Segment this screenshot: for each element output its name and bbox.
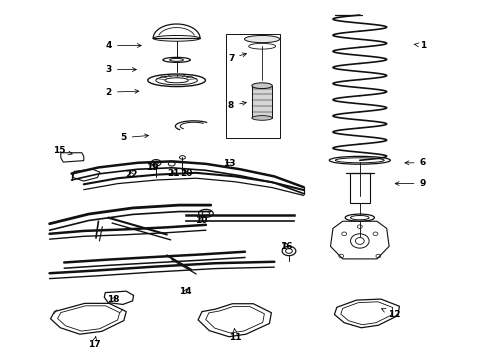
Text: 17: 17 bbox=[88, 337, 100, 349]
Text: 11: 11 bbox=[229, 329, 242, 342]
Text: 9: 9 bbox=[395, 179, 426, 188]
Bar bbox=[252, 86, 272, 118]
Text: 7: 7 bbox=[228, 53, 246, 63]
Text: 12: 12 bbox=[382, 309, 400, 319]
Text: 14: 14 bbox=[179, 287, 192, 296]
Text: 2: 2 bbox=[106, 87, 139, 96]
Text: 1: 1 bbox=[414, 41, 426, 50]
Ellipse shape bbox=[252, 116, 272, 120]
Text: 21: 21 bbox=[167, 169, 179, 178]
Ellipse shape bbox=[252, 83, 272, 89]
Bar bbox=[226, 34, 280, 138]
Text: 10: 10 bbox=[195, 216, 208, 225]
Bar bbox=[350, 173, 369, 203]
Text: 20: 20 bbox=[180, 169, 193, 178]
Ellipse shape bbox=[245, 36, 280, 42]
Text: 19: 19 bbox=[147, 163, 159, 172]
Text: 13: 13 bbox=[223, 159, 235, 168]
Text: 16: 16 bbox=[280, 242, 293, 251]
Text: 18: 18 bbox=[107, 294, 120, 303]
Text: 22: 22 bbox=[125, 170, 138, 179]
Text: 4: 4 bbox=[106, 41, 141, 50]
Text: 6: 6 bbox=[405, 158, 426, 167]
Text: 8: 8 bbox=[228, 101, 246, 110]
Text: 15: 15 bbox=[53, 146, 72, 155]
Text: 5: 5 bbox=[121, 133, 148, 142]
Text: 3: 3 bbox=[106, 65, 136, 74]
